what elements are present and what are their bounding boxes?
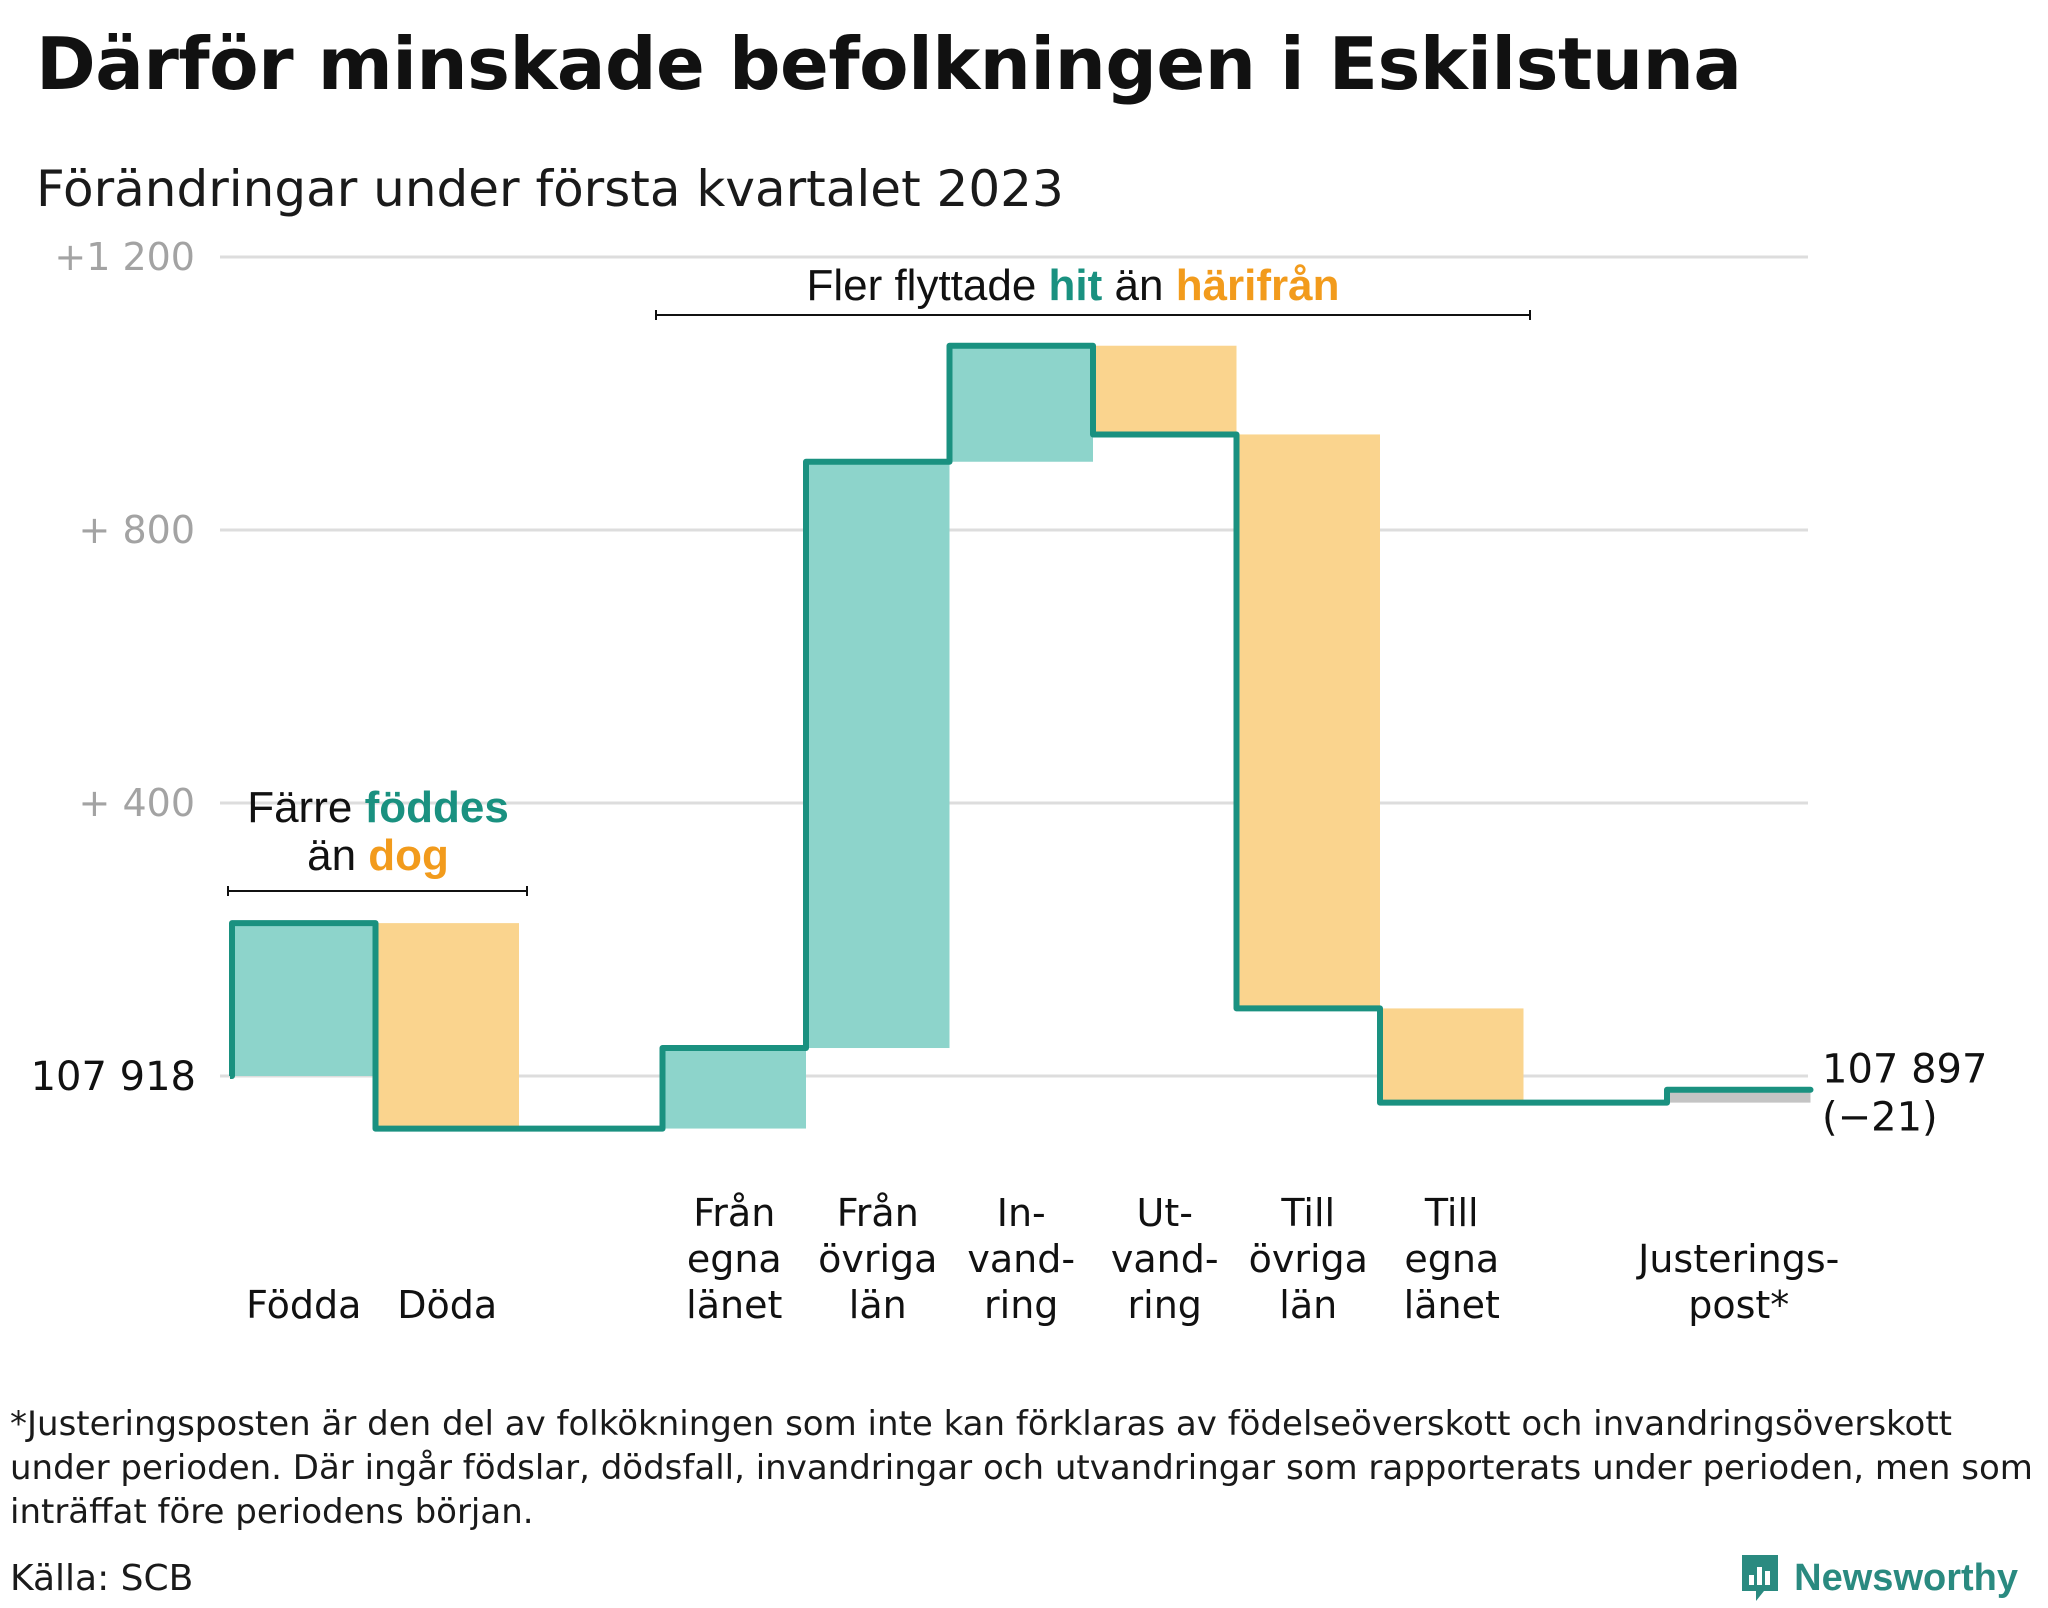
y-tick-label: + 400 [79, 781, 195, 825]
category-label-line: Till [1424, 1191, 1479, 1235]
category-label-line: länet [686, 1283, 782, 1327]
category-label-line: Döda [397, 1283, 497, 1327]
bar-utvandring [1093, 345, 1237, 435]
category-label-line: Justerings- [1636, 1237, 1839, 1281]
category-label-line: ring [984, 1283, 1058, 1327]
annotation-segment: hit [1049, 261, 1103, 310]
category-label-line: Från [693, 1191, 775, 1235]
start-value-label: 107 918 [31, 1054, 196, 1100]
category-label-utvandring: Ut-vand-ring [1111, 1191, 1219, 1327]
annotation-births: än dog [307, 831, 449, 880]
logo-text: Newsworthy [1794, 1556, 2018, 1599]
annotation-segment: Färre [247, 783, 364, 832]
bar-fodda [232, 923, 376, 1076]
category-label-line: egna [1404, 1237, 1499, 1281]
category-label-line: ring [1128, 1283, 1202, 1327]
footnote: *Justeringsposten är den del av folkökni… [10, 1404, 2033, 1532]
annotation-segment: Fler flyttade [806, 261, 1048, 310]
category-label-till-ovriga: Till övriga län [1249, 1191, 1368, 1327]
annotation-segment: än [1102, 261, 1175, 310]
annotation-segment: föddes [365, 783, 509, 832]
category-label-fran-ovriga: Från övriga län [818, 1191, 937, 1327]
category-label-line: län [849, 1283, 907, 1327]
y-tick-label: +1 200 [54, 235, 195, 279]
annotation-births: Färre föddes [247, 783, 509, 832]
category-label-invandring: In-vand-ring [967, 1191, 1075, 1327]
category-label-line: övriga [1249, 1237, 1368, 1281]
source-text: Källa: SCB [10, 1558, 194, 1599]
category-label-line: Från [837, 1191, 919, 1235]
y-tick-label: + 800 [79, 508, 195, 552]
category-label-line: egna [687, 1237, 782, 1281]
annotation-migration: Fler flyttade hit än härifrån [806, 261, 1339, 310]
category-label-line: post* [1688, 1283, 1789, 1327]
category-label-line: vand- [967, 1237, 1075, 1281]
category-label-line: länet [1404, 1283, 1500, 1327]
waterfall-chart: +1 200 + 800 + 400 107 918 107 897(−21) Födda… [31, 235, 1988, 1327]
category-label-fran-egna: Från egna länet [686, 1191, 782, 1327]
bar-invandring [949, 345, 1093, 462]
bar-doda [375, 923, 519, 1129]
category-label-line: län [1279, 1283, 1337, 1327]
chart-labels: +1 200 + 800 + 400 107 918 107 897(−21) Födda… [31, 235, 1988, 1327]
category-label-line: vand- [1111, 1237, 1219, 1281]
chart-title: Därför minskade befolkningen i Eskilstun… [36, 22, 1742, 106]
category-label-line: Ut- [1137, 1191, 1193, 1235]
annotation-segment: än [307, 831, 368, 880]
bar-fran-ovriga [806, 461, 950, 1049]
newsworthy-logo[interactable]: Newsworthy [1738, 1548, 2018, 1608]
bar-justering [1667, 1089, 1811, 1103]
step-line [229, 342, 1814, 1132]
bars [232, 345, 1811, 1129]
category-label-justering: Justerings-post* [1636, 1237, 1839, 1327]
bar-fran-egna [662, 1048, 806, 1129]
category-label-doda: Döda [397, 1283, 497, 1327]
category-label-fodda: Födda [246, 1283, 361, 1327]
end-change-label: (−21) [1822, 1094, 1938, 1140]
end-value-label: 107 897 [1822, 1046, 1987, 1092]
category-label-line: Födda [246, 1283, 361, 1327]
chart-subtitle: Förändringar under första kvartalet 2023 [36, 160, 1064, 218]
step-line-group [229, 342, 1814, 1132]
bar-till-ovriga [1236, 434, 1380, 1009]
category-label-till-egna: Till egna länet [1404, 1191, 1500, 1327]
annotation-segment: härifrån [1176, 261, 1340, 310]
annotation-segment: dog [368, 831, 449, 880]
bar-till-egna [1380, 1008, 1524, 1103]
newsworthy-logo-icon [1742, 1555, 1779, 1601]
category-label-line: Till [1280, 1191, 1335, 1235]
category-label-line: In- [997, 1191, 1046, 1235]
category-label-line: övriga [818, 1237, 937, 1281]
